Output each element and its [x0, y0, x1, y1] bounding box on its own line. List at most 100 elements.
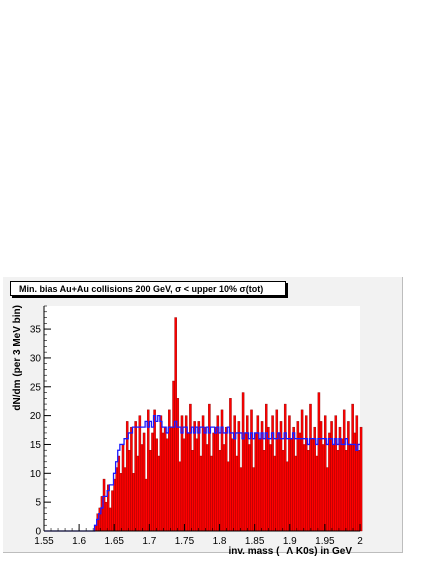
histogram-bar — [231, 438, 234, 532]
histogram-bar — [342, 409, 346, 532]
mixed-event-background-line — [44, 414, 360, 532]
histogram-bar — [294, 455, 297, 532]
histogram-bar — [153, 409, 156, 532]
x-tick-label: 2 — [357, 536, 363, 547]
histogram-bar — [307, 450, 310, 532]
histogram-bar — [345, 450, 348, 532]
histogram-bar — [165, 438, 169, 532]
histogram-bar — [239, 467, 243, 532]
histogram-bar — [115, 467, 118, 532]
histogram-bar — [323, 415, 327, 532]
x-axis-label: inv. mass ( Λ K0s) in GeV — [228, 546, 352, 557]
histogram-bar — [315, 455, 319, 532]
x-axis-label-suffix: K0s) in GeV — [296, 546, 352, 557]
histogram-bar — [147, 409, 150, 532]
histogram-bar — [227, 461, 230, 532]
histogram-bar — [109, 507, 112, 532]
histogram-bar — [298, 432, 302, 532]
histogram-bar — [199, 455, 203, 532]
histogram-bar — [182, 438, 186, 532]
axes — [43, 306, 360, 532]
histogram-bar — [172, 380, 175, 532]
histogram-bar — [117, 455, 121, 532]
x-tick-label: 1.55 — [34, 536, 54, 547]
histogram-bar — [159, 415, 163, 532]
histogram-bar — [275, 409, 279, 532]
y-tick-label: 0 — [35, 527, 41, 538]
histogram-bar — [157, 455, 161, 532]
histogram-bar — [214, 426, 217, 532]
x-tick-label: 1.65 — [104, 536, 124, 547]
histogram-bar — [222, 444, 226, 532]
histogram-bar — [140, 444, 144, 532]
histogram-bar — [349, 444, 352, 532]
histogram-bar — [311, 438, 314, 532]
histogram-bar — [283, 403, 287, 532]
histogram-bar — [193, 421, 196, 532]
histogram-bar — [132, 473, 135, 532]
histogram-bar — [130, 426, 133, 532]
histogram-bar — [149, 450, 152, 532]
histogram-bar — [155, 438, 158, 532]
histogram-bar — [142, 432, 146, 532]
histogram-bar — [351, 403, 354, 532]
histogram-bar — [357, 450, 361, 532]
histogram-bar — [355, 415, 359, 532]
histogram-bar — [189, 403, 192, 532]
histogram-bar — [138, 415, 142, 532]
histogram-bar — [340, 438, 344, 532]
histogram-bar — [119, 473, 123, 532]
x-axis-label-lambda: Λ — [286, 546, 293, 557]
histogram-bar — [191, 450, 194, 532]
x-tick-label: 1.6 — [72, 536, 86, 547]
histogram-bar — [292, 426, 295, 532]
histogram-bar — [317, 392, 321, 532]
histogram-bar — [265, 403, 268, 532]
histogram-bar — [290, 438, 293, 532]
histogram-bar — [336, 450, 340, 532]
histogram-bar — [212, 432, 215, 532]
histogram-bar — [163, 426, 167, 532]
x-tick-label: 1.95 — [315, 536, 335, 547]
x-tick-label: 1.75 — [175, 536, 195, 547]
histogram-bar — [302, 444, 306, 532]
y-tick-label: 20 — [30, 411, 42, 422]
histogram-bar — [241, 392, 245, 532]
histogram-bar — [197, 421, 201, 532]
histogram-bar — [104, 501, 108, 532]
histogram-bar — [262, 450, 266, 532]
histogram-bar — [330, 421, 333, 532]
histogram-bar — [273, 455, 276, 532]
histogram-bar — [128, 450, 131, 532]
histogram-bar — [254, 432, 257, 532]
x-tick-label: 1.9 — [283, 536, 297, 547]
histogram-bar — [134, 421, 137, 532]
x-tick-label: 1.8 — [213, 536, 227, 547]
histogram-bar — [161, 432, 165, 532]
histogram-bar — [224, 426, 228, 532]
histogram-bar — [326, 467, 329, 532]
histogram-bar — [267, 426, 270, 532]
histogram-bar — [113, 478, 116, 532]
histogram-bar — [136, 455, 139, 532]
x-axis-label-prefix: inv. mass ( — [228, 546, 280, 557]
histogram-bar — [187, 432, 190, 532]
histogram-bar — [218, 450, 222, 532]
histogram-bar — [243, 432, 247, 532]
histogram-bar — [151, 432, 154, 532]
histogram-bar — [332, 444, 335, 532]
y-tick-label: 30 — [30, 353, 42, 364]
histogram-bar — [258, 438, 262, 532]
histogram-bar — [144, 478, 148, 532]
y-tick-label: 35 — [30, 325, 42, 336]
histogram-bar — [359, 426, 363, 532]
histogram-bar — [210, 455, 213, 532]
histogram-bar — [328, 432, 331, 532]
histogram-bar — [286, 461, 289, 532]
histogram-bar — [248, 444, 251, 532]
histogram-bar — [288, 415, 291, 532]
histogram-bar — [206, 444, 209, 532]
histogram-bar — [111, 490, 114, 532]
x-tick-label: 1.85 — [245, 536, 265, 547]
